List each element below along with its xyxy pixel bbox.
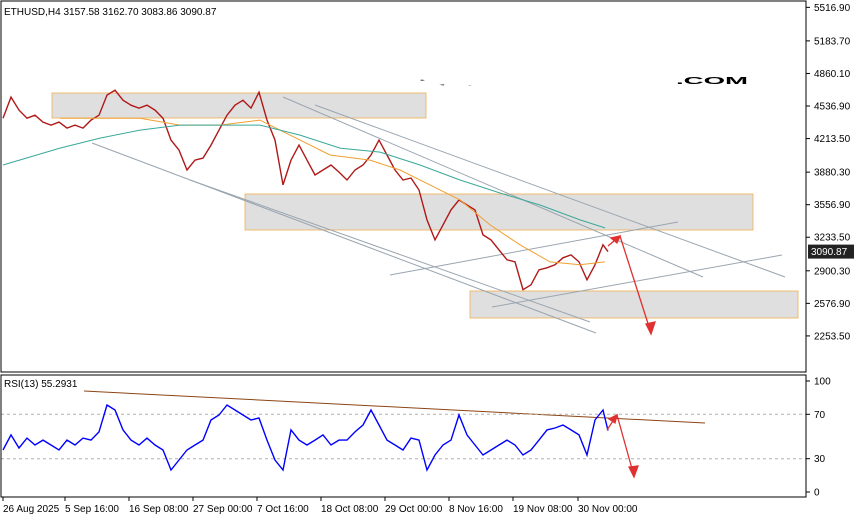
- y-tick-label: 30: [814, 454, 826, 465]
- arrow-head: [645, 321, 656, 336]
- series-line: [2, 89, 609, 291]
- y-tick-label: 2253.50: [814, 331, 851, 342]
- y-tick-label: 2576.90: [814, 299, 851, 310]
- series-line: [2, 403, 609, 472]
- x-tick-label: 29 Oct 00:00: [385, 504, 443, 515]
- y-tick-label: 4536.90: [814, 102, 851, 113]
- series-line: [2, 124, 606, 229]
- x-tick-label: 5 Sep 16:00: [65, 504, 119, 515]
- series-line: [60, 117, 606, 266]
- chart-header: ETHUSD,H4 3157.58 3162.70 3083.86 3090.8…: [4, 7, 217, 18]
- y-tick-label: 3233.50: [814, 233, 851, 244]
- y-tick-label: 70: [814, 410, 826, 421]
- last-price-label: 3090.87: [811, 247, 848, 258]
- x-tick-label: 16 Sep 08:00: [129, 504, 189, 515]
- trend-line: [314, 104, 786, 278]
- arrow-head: [607, 413, 618, 425]
- y-tick-label: 5516.90: [814, 3, 851, 14]
- x-tick-label: 27 Sep 00:00: [193, 504, 253, 515]
- price-panel-border: [0, 0, 807, 373]
- plot: 5516.90 5183.70 4860.10 4536.90 4213.50 3880.…: [1, 3, 854, 515]
- zone: [51, 92, 427, 119]
- rsi-panel-border: [0, 374, 807, 498]
- y-tick-label: 3880.30: [814, 168, 851, 179]
- logo-investor: INVESTOR: [398, 78, 676, 89]
- x-tick-label: 26 Aug 2025: [3, 504, 60, 515]
- x-tick-label: 30 Nov 00:00: [578, 504, 638, 515]
- arrow-head: [609, 235, 622, 245]
- watermark: BEL INVESTOR .COM: [286, 76, 748, 90]
- rsi-trend-line: [83, 390, 706, 424]
- y-tick-label: 4860.10: [814, 69, 851, 80]
- logo-com: .COM: [676, 76, 748, 87]
- trend-line: [189, 179, 591, 323]
- trend-line: [91, 142, 597, 334]
- y-tick-label: 100: [814, 376, 831, 387]
- x-tick-label: 7 Oct 16:00: [257, 504, 309, 515]
- arrow-head: [628, 465, 639, 479]
- y-tick-label: 0: [814, 488, 820, 499]
- x-tick-label: 18 Oct 08:00: [321, 504, 379, 515]
- trend-line: [282, 96, 704, 278]
- zones: [51, 92, 799, 319]
- arrows: [606, 234, 656, 479]
- y-tick-label: 5183.70: [814, 36, 851, 47]
- indicator-title: RSI(13) 55.2931: [4, 379, 78, 390]
- trend-line: [491, 254, 783, 308]
- zone: [244, 193, 754, 231]
- x-tick-label: 8 Nov 16:00: [449, 504, 503, 515]
- y-tick-label: 2900.30: [814, 266, 851, 277]
- trend-line: [389, 221, 679, 276]
- x-tick-label: 19 Nov 08:00: [513, 504, 573, 515]
- zone: [469, 290, 799, 319]
- logo-bel: BEL: [287, 78, 395, 89]
- y-tick-label: 4213.50: [814, 134, 851, 145]
- trend-lines: [83, 96, 786, 424]
- y-tick-label: 3556.90: [814, 200, 851, 211]
- last-price-box: [808, 244, 854, 259]
